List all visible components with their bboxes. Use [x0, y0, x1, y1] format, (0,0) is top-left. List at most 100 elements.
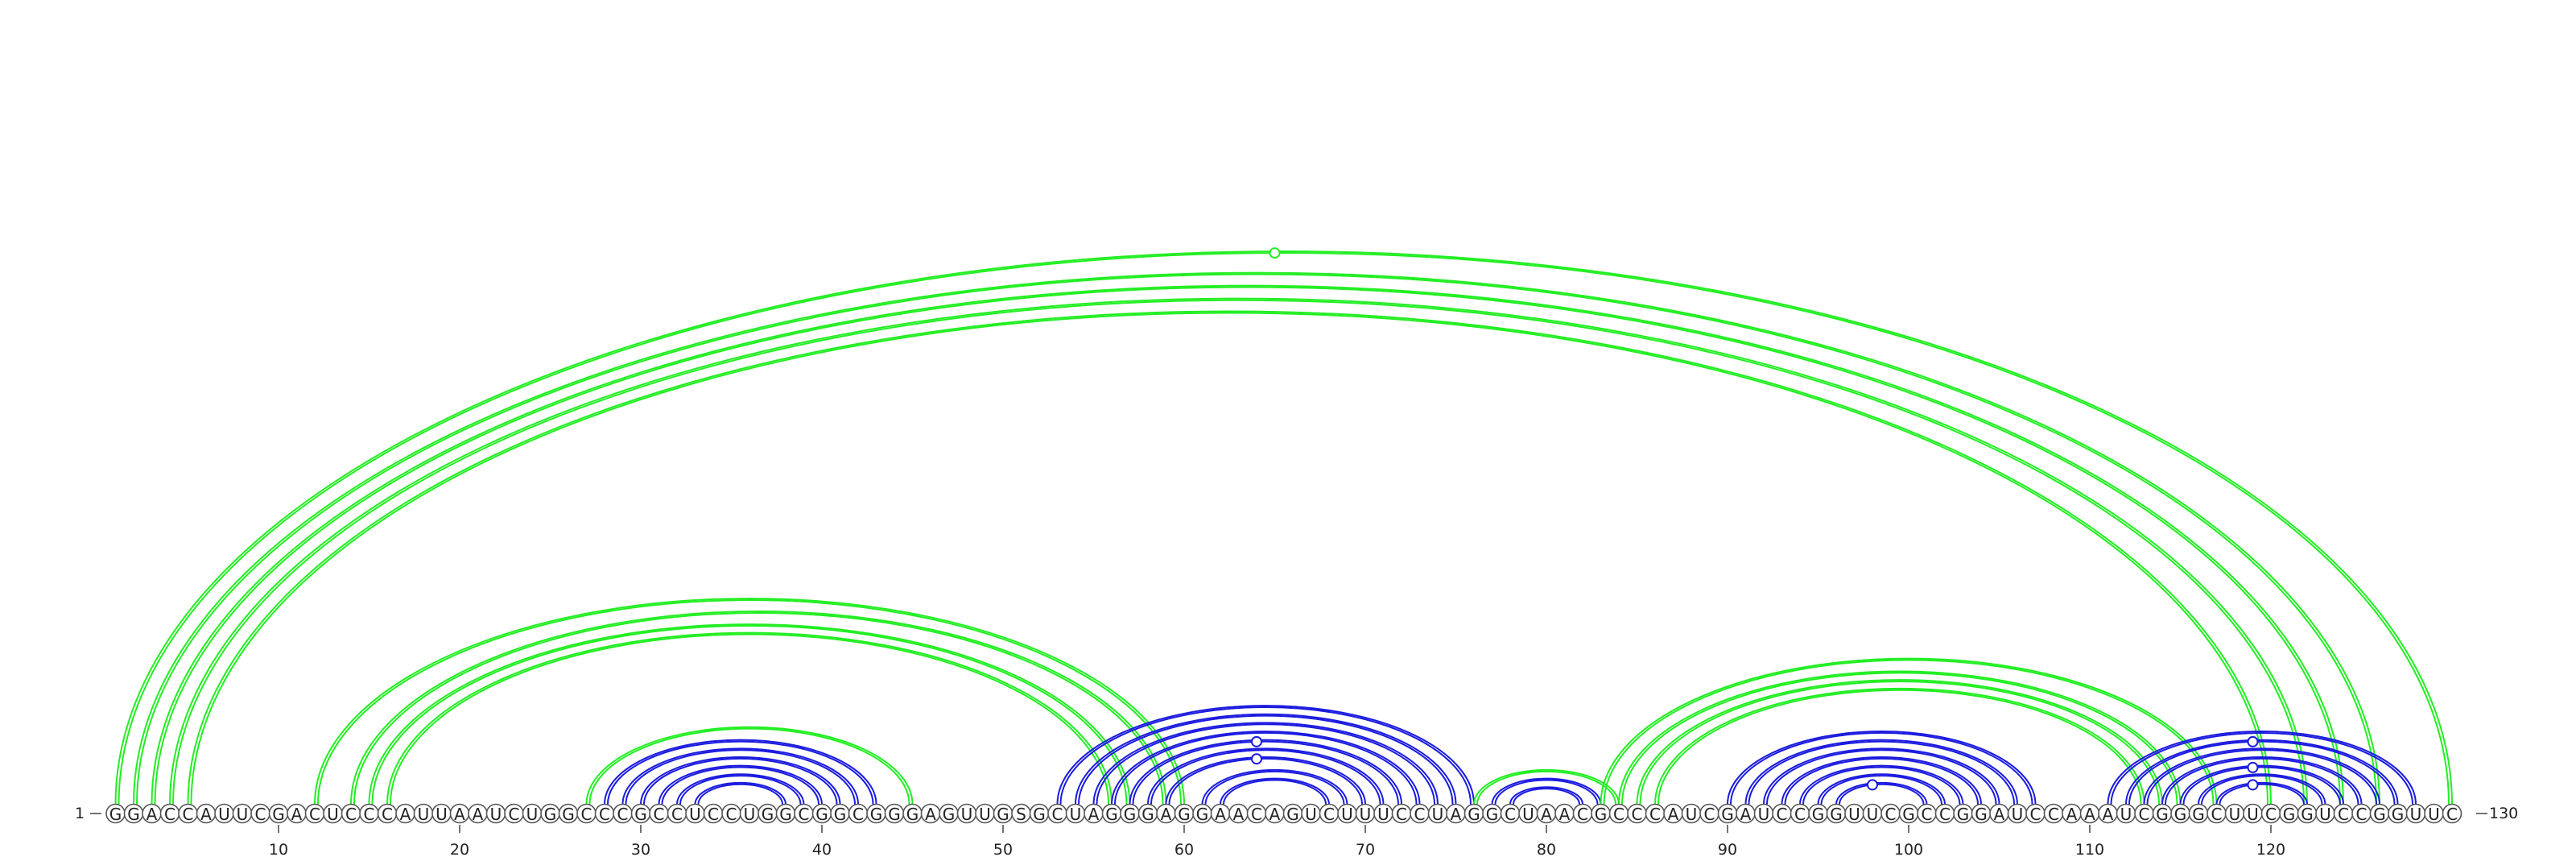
nucleotide-letter: C: [1414, 805, 1426, 824]
nucleotide-letter: U: [2229, 805, 2241, 824]
nucleotide-letter: A: [1994, 805, 2005, 824]
nucleotide-letter: C: [1704, 805, 1715, 824]
blue-arc: [1835, 781, 1928, 805]
nucleotide: U: [431, 803, 452, 824]
nucleotide: C: [848, 803, 869, 824]
green-arc: [154, 286, 2341, 805]
nucleotide-letter: U: [2247, 805, 2259, 824]
blue-arc: [1744, 739, 2018, 805]
tick-label: 60: [1174, 841, 1194, 857]
blue-arc: [1204, 770, 1345, 805]
nucleotide-letter: C: [183, 805, 194, 824]
green-arc: [317, 598, 1182, 805]
nucleotide-letter: A: [473, 805, 484, 824]
blue-arc: [1056, 705, 1475, 805]
blue-arc: [1223, 779, 1327, 805]
nucleotide: U: [975, 803, 995, 824]
nucleotide: U: [1862, 803, 1883, 824]
nucleotide: U: [1065, 803, 1086, 824]
nucleotide: C: [2134, 803, 2154, 824]
nucleotide-letter: C: [364, 805, 375, 824]
nucleotide: G: [123, 803, 144, 824]
nucleotide-letter: C: [2211, 805, 2223, 824]
green-arc: [1657, 689, 2142, 805]
nucleotide: A: [2062, 803, 2082, 824]
nucleotide-circle: [2442, 803, 2462, 824]
nucleotide-letter: G: [1975, 805, 1988, 824]
blue-arc: [1165, 756, 1366, 805]
nucleotide: C: [2351, 803, 2372, 824]
blue-arc: [2161, 756, 2363, 805]
green-arc: [386, 631, 1113, 805]
nucleotide-letter: A: [2066, 805, 2078, 824]
nucleotide: C: [1645, 803, 1666, 824]
green-arc: [1473, 768, 1620, 805]
nucleotide-letter: A: [400, 805, 411, 824]
nucleotide-letter: G: [1105, 805, 1118, 824]
nucleotide-letter: G: [109, 805, 122, 824]
nucleotide: C: [1500, 803, 1521, 824]
nucleotide-letter: G: [1830, 805, 1843, 824]
blue-arc: [658, 764, 823, 805]
nucleotide: G: [2152, 803, 2173, 824]
blue-arc: [1078, 714, 1454, 805]
blue-arc: [607, 740, 874, 805]
nucleotide: U: [2007, 803, 2028, 824]
blue-arc: [640, 756, 841, 805]
nucleotide-letter: U: [1867, 805, 1879, 824]
nucleotide: G: [268, 803, 289, 824]
blue-arc: [1799, 764, 1964, 805]
nucleotide: C: [1319, 803, 1340, 824]
nucleotide: C: [594, 803, 615, 824]
position-ticks: 10 20 30 40 50 60 70 80 90 100 110 120: [269, 825, 2285, 857]
nucleotide-letter: G: [2373, 805, 2386, 824]
nucleotide-letter: C: [1577, 805, 1588, 824]
nucleotide: A: [1265, 803, 1285, 824]
nucleotide: G: [1808, 803, 1828, 824]
nucleotide: C: [159, 803, 180, 824]
green-arc: [172, 299, 2305, 805]
nucleotide: U: [323, 803, 343, 824]
nucleotide-letter: U: [1432, 805, 1444, 824]
tick-label: 80: [1537, 841, 1556, 857]
nucleotide-letter: C: [2265, 805, 2277, 824]
nucleotide-letter: U: [1758, 805, 1770, 824]
nucleotide-letter: C: [2356, 805, 2368, 824]
nucleotide-letter: U: [1848, 805, 1860, 824]
nucleotide-letter: U: [418, 805, 430, 824]
green-arc: [190, 312, 2268, 805]
nucleotide: G: [758, 803, 778, 824]
nucleotide: C: [1934, 803, 1955, 824]
nucleotide-letter: C: [164, 805, 175, 824]
nucleotide-letter: U: [1305, 805, 1317, 824]
nucleotide: C: [341, 803, 361, 824]
nucleotide: G: [2279, 803, 2299, 824]
nucleotide: U: [232, 803, 253, 824]
nucleotide-letter: C: [1632, 805, 1643, 824]
blue-arc: [1059, 706, 1472, 805]
nucleotide: G: [1717, 803, 1738, 824]
blue-arc: [2110, 731, 2413, 805]
nucleotide: G: [993, 803, 1013, 824]
blue-arc: [1509, 786, 1583, 805]
nucleotide-letter: G: [1286, 805, 1299, 824]
nucleotide: C: [1410, 803, 1430, 824]
nucleotide-letter: G: [1178, 805, 1191, 824]
blue-arc: [1839, 783, 1925, 805]
noncanonical-marker: [2247, 779, 2259, 791]
nucleotide: A: [920, 803, 941, 824]
nucleotide: G: [1463, 803, 1484, 824]
green-arc: [151, 284, 2344, 805]
nucleotide-letter: C: [581, 805, 592, 824]
nucleotide-letter: C: [799, 805, 810, 824]
nucleotide-letter: C: [345, 805, 357, 824]
nucleotide: U: [2116, 803, 2136, 824]
blue-arc: [1763, 747, 2000, 805]
nucleotide: C: [703, 803, 724, 824]
nucleotide-letter: G: [562, 805, 575, 824]
nucleotide-letter: G: [2192, 805, 2205, 824]
nucleotide: C: [1917, 803, 1937, 824]
green-arc: [136, 273, 2377, 805]
nucleotide: C: [2260, 803, 2281, 824]
nucleotide-letter: C: [382, 805, 393, 824]
